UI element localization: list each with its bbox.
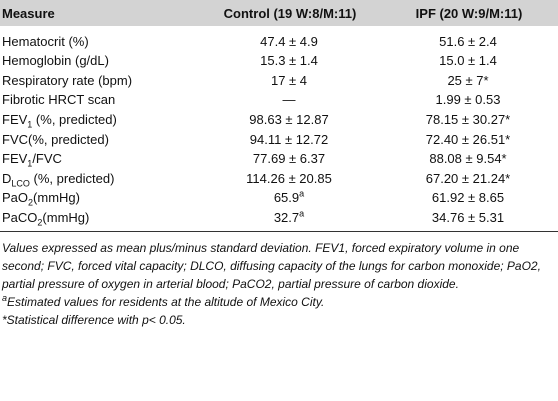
table-row: Fibrotic HRCT scan — 1.99 ± 0.53: [0, 90, 558, 110]
ipf-value: 88.08 ± 9.54*: [429, 151, 507, 167]
label-subscript: 1: [27, 119, 33, 130]
ipf-value: 78.15 ± 30.27*: [425, 112, 511, 128]
label-rest: (mmHg): [33, 190, 80, 206]
label-main: D: [2, 170, 12, 186]
footnote-star: *Statistical difference with p< 0.05.: [2, 312, 186, 327]
label-main: PaCO: [2, 209, 38, 225]
header-ipf: IPF (20 W:9/M:11): [415, 5, 523, 21]
header-control: Control (19 W:8/M:11): [223, 5, 357, 21]
ipf-value: 51.6 ± 2.4: [439, 34, 497, 49]
row-label: FEV1 (%, predicted): [0, 110, 200, 130]
row-label: Hematocrit (%): [2, 34, 89, 49]
row-label: PaO2(mmHg): [0, 188, 200, 208]
notes-main: Values expressed as mean plus/minus stan…: [2, 240, 541, 291]
footnote-mark: a: [299, 208, 305, 219]
label-main: PaO: [2, 190, 29, 206]
label-main: FEV: [2, 151, 28, 167]
control-number: 65.9: [273, 190, 300, 206]
ipf-value: 67.20 ± 21.24*: [425, 170, 511, 186]
label-subscript: 2: [37, 217, 43, 228]
table-row: Hemoglobin (g/dL) 15.3 ± 1.4 15.0 ± 1.4: [0, 51, 558, 71]
ipf-value: 34.76 ± 5.31: [431, 209, 505, 225]
row-label: Fibrotic HRCT scan: [2, 92, 116, 108]
ipf-value: 1.99 ± 0.53: [435, 92, 501, 108]
table-row: FEV1/FVC 77.69 ± 6.37 88.08 ± 9.54*: [0, 149, 558, 169]
label-subscript: 2: [28, 198, 34, 209]
control-value: 15.3 ± 1.4: [260, 53, 318, 69]
footnote-mark: a: [299, 189, 305, 200]
table-row: DLCO (%, predicted) 114.26 ± 20.85 67.20…: [0, 169, 558, 189]
header-measure: Measure: [2, 5, 55, 21]
header-row: Measure Control (19 W:8/M:11) IPF (20 W:…: [0, 0, 558, 26]
row-label: FVC(%, predicted): [2, 131, 109, 147]
footnote-a-text: Estimated values for residents at the al…: [7, 294, 325, 309]
ipf-value: 25 ± 7*: [447, 72, 489, 88]
ipf-value: 61.92 ± 8.65: [431, 190, 505, 206]
data-table: Measure Control (19 W:8/M:11) IPF (20 W:…: [0, 0, 558, 232]
ipf-value: 72.40 ± 26.51*: [425, 131, 511, 147]
table-row: FVC(%, predicted) 94.11 ± 12.72 72.40 ± …: [0, 129, 558, 149]
control-value: 77.69 ± 6.37: [252, 151, 326, 167]
row-label: Hemoglobin (g/dL): [2, 53, 109, 69]
row-label: Respiratory rate (bpm): [2, 72, 133, 88]
row-label: DLCO (%, predicted): [0, 169, 200, 189]
control-value: 65.9a: [200, 188, 378, 208]
table-row: Respiratory rate (bpm) 17 ± 4 25 ± 7*: [0, 71, 558, 91]
control-value: 98.63 ± 12.87: [249, 112, 329, 128]
label-rest: /FVC: [32, 151, 62, 167]
table-body: Hematocrit (%) 47.4 ± 4.9 51.6 ± 2.4 Hem…: [0, 26, 558, 232]
table-row: Hematocrit (%) 47.4 ± 4.9 51.6 ± 2.4: [0, 26, 558, 51]
row-label: FEV1/FVC: [0, 149, 200, 169]
label-rest: (mmHg): [42, 209, 90, 225]
label-rest: (%, predicted): [29, 170, 115, 186]
ipf-value: 15.0 ± 1.4: [439, 53, 497, 69]
control-value: 47.4 ± 4.9: [260, 34, 318, 49]
table-row: PaCO2(mmHg) 32.7a 34.76 ± 5.31: [0, 208, 558, 232]
footnote-a-mark: a: [2, 292, 8, 303]
control-value: 32.7a: [200, 208, 378, 232]
control-value: —: [282, 92, 296, 108]
table-row: FEV1 (%, predicted) 98.63 ± 12.87 78.15 …: [0, 110, 558, 130]
label-main: FEV: [2, 112, 28, 128]
row-label: PaCO2(mmHg): [0, 208, 200, 232]
control-value: 17 ± 4: [270, 72, 308, 88]
footnote-a: aEstimated values for residents at the a…: [2, 293, 556, 311]
label-subscript: 1: [27, 158, 33, 169]
table-header: Measure Control (19 W:8/M:11) IPF (20 W:…: [0, 0, 558, 26]
control-number: 32.7: [273, 209, 300, 225]
label-rest: (%, predicted): [32, 112, 117, 128]
control-value: 94.11 ± 12.72: [249, 131, 329, 147]
table-notes: Values expressed as mean plus/minus stan…: [0, 232, 558, 329]
label-subscript: LCO: [11, 178, 30, 189]
table-row: PaO2(mmHg) 65.9a 61.92 ± 8.65: [0, 188, 558, 208]
control-value: 114.26 ± 20.85: [246, 170, 332, 186]
